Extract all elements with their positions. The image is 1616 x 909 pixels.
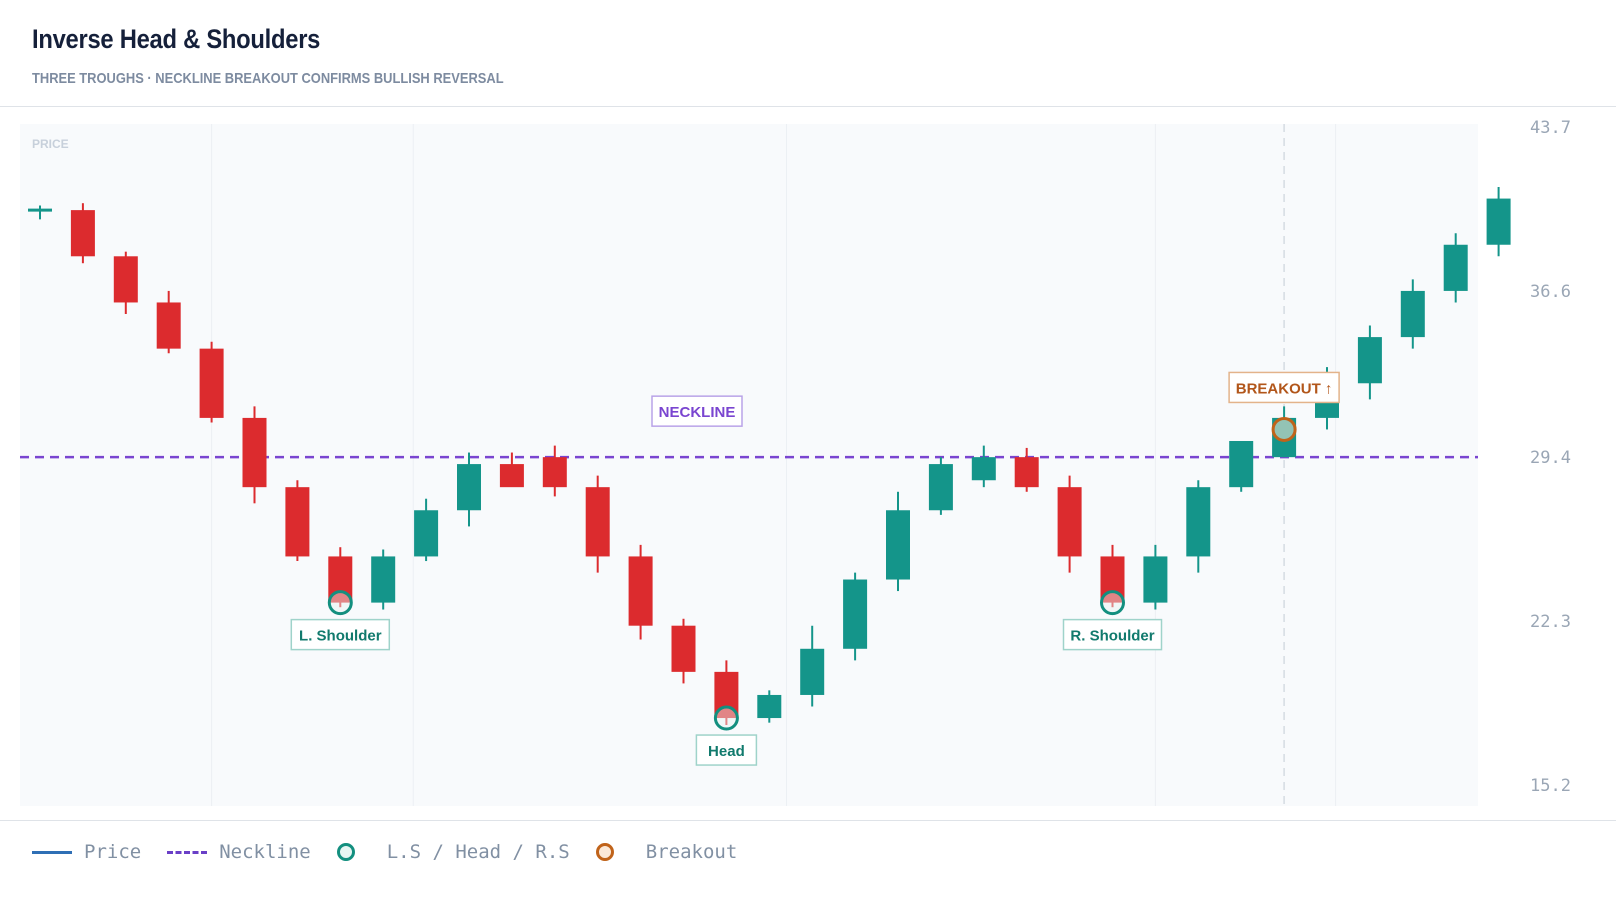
legend-label-pattern: L.S / Head / R.S [386,841,570,863]
legend: Price Neckline L.S / Head / R.S Breakout [32,841,763,863]
candle-body [371,556,396,603]
breakout-marker-icon [1271,416,1297,442]
annotation-label: Head [708,743,745,760]
y-tick-label: 29.4 [1530,448,1571,468]
candle-body [70,210,95,257]
legend-label-neckline: Neckline [219,841,311,863]
y-tick-label: 43.7 [1530,118,1571,138]
legend-item-breakout: Breakout [595,841,738,863]
candle-body [1143,556,1168,603]
pattern-marker-icon [713,705,739,731]
candlestick-chart: PRICE 43.7 36.6 29.4 22.3 15.2 NECKLINE L. Shou… [20,118,1571,806]
annotation-label-box [290,618,391,651]
chart-title: Inverse Head & Shoulders [32,24,321,54]
annotation-label-box [695,734,758,766]
candle-body [113,256,138,303]
candle-body [285,487,310,557]
candle-body [928,464,953,511]
candle-body [800,648,825,695]
neckline-swatch-icon [167,850,208,854]
plot-area [20,124,1478,806]
candle-body [499,464,524,488]
candle-body [843,579,868,649]
breakout-circle-icon [595,843,614,861]
candle-body [1400,290,1425,338]
candle-body [1014,457,1039,488]
candle-body [156,302,181,349]
annotation-label-box [1228,371,1340,404]
y-tick-label: 22.3 [1530,612,1571,632]
legend-label-price: Price [84,841,142,863]
candle-body [1486,198,1511,245]
candle-body [28,208,52,212]
chart-header: Inverse Head & Shoulders THREE TROUGHS ·… [0,0,1616,107]
candle-body [1229,440,1254,488]
candle-body [757,694,782,719]
y-axis-label: PRICE [32,137,69,151]
pattern-marker-icon [1100,590,1125,616]
candle-body [1057,487,1082,557]
candle-body [886,510,910,580]
y-tick-label: 15.2 [1530,776,1571,796]
candle-body [1357,337,1382,384]
annotation-label-box [1062,618,1163,651]
pattern-circle-icon [336,843,355,861]
legend-item-pattern: L.S / Head / R.S [336,841,570,863]
neckline-label: NECKLINE [659,404,736,421]
chart-subtitle: THREE TROUGHS · NECKLINE BREAKOUT CONFIR… [32,70,504,87]
candle-body [1443,244,1468,291]
y-tick-label: 36.6 [1530,282,1571,302]
candle-body [585,487,610,557]
candle-body [628,556,653,626]
candle-body [542,457,567,488]
annotation-label: L. Shoulder [299,628,382,645]
legend-item-price: Price [32,841,141,863]
price-swatch-icon [32,850,72,854]
candle-body [414,510,439,557]
neckline-label-box [651,395,743,427]
legend-item-neckline: Neckline [167,841,311,863]
candle-body [242,417,267,488]
legend-bar: Price Neckline L.S / Head / R.S Breakout [0,820,1616,909]
annotation-label: BREAKOUT ↑ [1236,380,1333,397]
candle-body [457,464,481,511]
legend-label-breakout: Breakout [645,841,738,863]
candle-body [971,457,996,481]
candle-body [1186,487,1211,557]
candle-body [671,625,696,672]
candle-body [199,348,224,418]
annotation-label: R. Shoulder [1070,628,1154,645]
pattern-marker-icon [327,590,353,616]
